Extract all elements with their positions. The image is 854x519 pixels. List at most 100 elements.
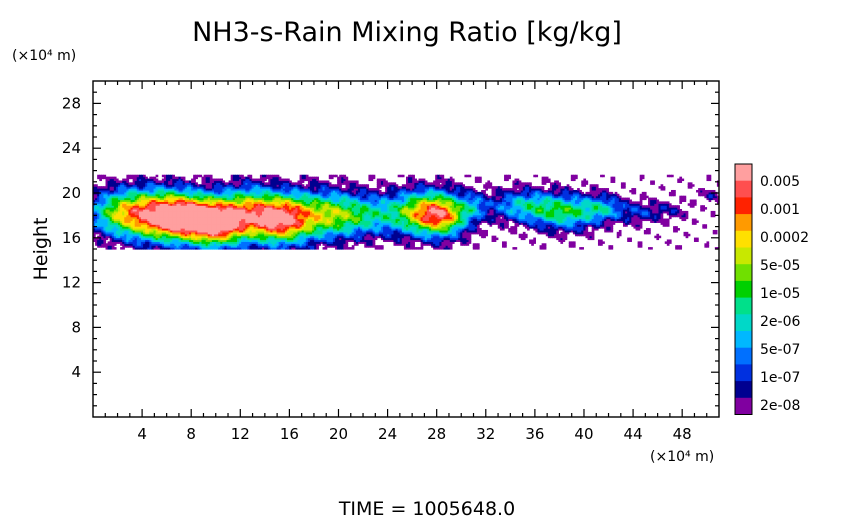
contour-cell bbox=[193, 182, 196, 185]
contour-cell bbox=[360, 214, 363, 218]
contour-cell bbox=[109, 189, 113, 193]
contour-cell bbox=[253, 220, 257, 223]
contour-cell bbox=[284, 216, 288, 220]
contour-cell bbox=[176, 224, 180, 227]
contour-cell bbox=[224, 199, 228, 202]
contour-cell bbox=[239, 182, 242, 185]
contour-cell bbox=[249, 186, 253, 189]
contour-cell bbox=[305, 209, 309, 212]
contour-cell bbox=[136, 243, 140, 246]
contour-cell bbox=[245, 195, 249, 199]
contour-cell bbox=[272, 214, 276, 218]
contour-cell bbox=[364, 239, 367, 242]
contour-cell bbox=[153, 201, 157, 204]
contour-cell bbox=[147, 229, 150, 233]
contour-cell bbox=[355, 188, 359, 191]
contour-cell bbox=[97, 241, 100, 244]
contour-cell bbox=[245, 205, 249, 208]
contour-cell bbox=[149, 191, 153, 195]
contour-cell bbox=[339, 212, 342, 216]
contour-cell bbox=[272, 195, 276, 199]
contour-cell bbox=[351, 203, 355, 206]
contour-cell bbox=[111, 218, 115, 222]
contour-cell bbox=[270, 186, 274, 189]
contour-cell bbox=[360, 241, 363, 244]
contour-cell bbox=[126, 233, 130, 237]
contour-cell bbox=[93, 189, 96, 193]
contour-cell bbox=[310, 205, 313, 208]
contour-cell bbox=[316, 201, 319, 204]
contour-cell bbox=[214, 216, 217, 220]
contour-cell bbox=[343, 214, 347, 218]
contour-cell bbox=[140, 195, 144, 199]
contour-cell bbox=[332, 218, 336, 222]
contour-cell bbox=[143, 220, 146, 223]
contour-cell bbox=[205, 188, 209, 191]
contour-cell bbox=[276, 216, 280, 220]
contour-cell bbox=[230, 210, 234, 214]
contour-cell bbox=[178, 235, 182, 239]
contour-cell bbox=[280, 207, 284, 210]
contour-cell bbox=[136, 207, 140, 210]
contour-cell bbox=[105, 247, 109, 250]
contour-cell bbox=[276, 176, 280, 180]
contour-cell bbox=[105, 216, 109, 220]
contour-cell bbox=[349, 201, 353, 204]
contour-cell bbox=[197, 233, 201, 237]
contour-cell bbox=[124, 220, 127, 223]
contour-cell bbox=[243, 201, 246, 204]
contour-cell bbox=[201, 203, 205, 206]
contour-cell bbox=[176, 216, 180, 220]
contour-cell bbox=[366, 229, 370, 233]
contour-cell bbox=[170, 222, 173, 225]
contour-cell bbox=[174, 195, 178, 199]
contour-cell bbox=[339, 203, 342, 206]
contour-cell bbox=[216, 216, 219, 220]
contour-cell bbox=[316, 180, 319, 183]
contour-cell bbox=[345, 233, 349, 237]
contour-cell bbox=[134, 229, 138, 233]
contour-cell bbox=[161, 222, 165, 225]
contour-cell bbox=[312, 214, 315, 218]
contour-cell bbox=[140, 180, 144, 183]
contour-cell bbox=[247, 237, 251, 241]
contour-cell bbox=[157, 203, 161, 206]
contour-cell bbox=[343, 197, 347, 201]
contour-cell bbox=[326, 239, 330, 242]
contour-cell bbox=[130, 205, 134, 208]
contour-cell bbox=[349, 182, 353, 185]
contour-cell bbox=[305, 233, 309, 237]
contour-cell bbox=[140, 226, 144, 229]
contour-cell bbox=[107, 224, 111, 227]
contour-cell bbox=[147, 188, 150, 191]
contour-cell bbox=[186, 197, 190, 201]
contour-cell bbox=[347, 229, 351, 233]
contour-cell bbox=[218, 239, 221, 242]
contour-cell bbox=[99, 186, 102, 189]
contour-cell bbox=[111, 201, 115, 204]
contour-cell bbox=[272, 199, 276, 202]
contour-cell bbox=[111, 228, 115, 231]
contour-cell bbox=[345, 222, 349, 225]
contour-cell bbox=[113, 222, 117, 225]
contour-cell bbox=[95, 224, 98, 227]
contour-cell bbox=[324, 233, 328, 237]
contour-cell bbox=[205, 239, 209, 242]
contour-cell bbox=[332, 209, 336, 212]
contour-cell bbox=[170, 203, 173, 206]
contour-cell bbox=[284, 226, 288, 229]
contour-cell bbox=[293, 226, 297, 229]
contour-cell bbox=[370, 188, 374, 191]
contour-cell bbox=[118, 210, 121, 214]
contour-cell bbox=[305, 191, 309, 195]
contour-cell bbox=[293, 214, 297, 218]
contour-cell bbox=[203, 239, 207, 242]
contour-cell bbox=[197, 231, 201, 235]
contour-cell bbox=[351, 247, 355, 250]
contour-cell bbox=[255, 224, 259, 227]
contour-cell bbox=[132, 220, 136, 223]
contour-cell bbox=[266, 174, 269, 178]
contour-cell bbox=[220, 197, 223, 201]
contour-cell bbox=[143, 182, 146, 185]
contour-cell bbox=[262, 199, 265, 202]
